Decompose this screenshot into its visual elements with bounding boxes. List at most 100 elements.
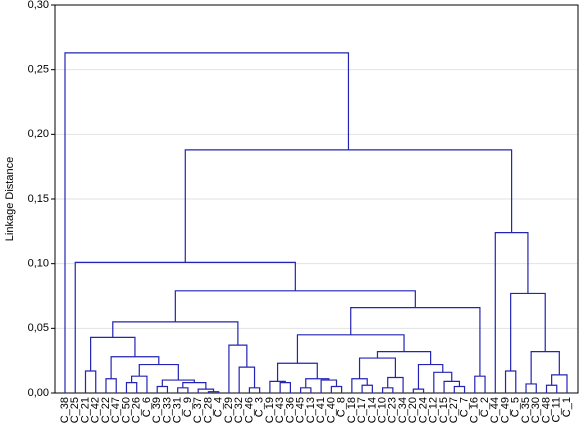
leaf-label: C_2 [479, 397, 491, 417]
leaf-label: C_23 [387, 397, 399, 423]
link [381, 387, 394, 393]
link [551, 374, 568, 393]
leaf-label: C_42 [90, 397, 102, 423]
link [174, 290, 416, 322]
leaf-label: C_27 [448, 397, 460, 423]
link [130, 375, 148, 393]
leaf-label: C_37 [192, 397, 204, 423]
leaf-label: C_28 [202, 397, 214, 423]
leaf-label: C_46 [243, 397, 255, 423]
link [433, 371, 453, 393]
y-tick-label: 0,30 [28, 0, 49, 11]
y-tick-label: 0,10 [28, 258, 49, 270]
link [351, 378, 368, 393]
link [110, 356, 160, 379]
leaf-label: C_11 [551, 397, 563, 422]
leaf-label: C_22 [100, 397, 112, 423]
leaf-label: C_18 [346, 397, 358, 423]
link [453, 385, 466, 393]
link [112, 321, 239, 346]
leaf-label: C_9 [182, 397, 194, 417]
link [361, 384, 373, 393]
plot-frame [54, 4, 579, 394]
link [504, 370, 517, 393]
link [238, 366, 256, 393]
leaf-label: C_31 [172, 397, 184, 423]
y-tick-label: 0,25 [28, 64, 49, 76]
leaf-label: C_1 [561, 397, 573, 417]
leaf-label: C_24 [417, 397, 429, 423]
leaf-label: C_50 [120, 397, 132, 423]
leaf-label: C_14 [366, 397, 378, 423]
y-tick-label: 0,00 [28, 387, 49, 399]
leaf-label: C_34 [397, 397, 409, 423]
link [197, 388, 215, 393]
leaf-label: C_20 [407, 397, 419, 423]
link [494, 232, 529, 393]
link [320, 379, 338, 393]
leaf-label: C_49 [499, 397, 511, 423]
link [138, 363, 179, 381]
leaf-label: C_12 [428, 397, 440, 423]
leaf-label: C_3 [254, 397, 266, 417]
link [530, 351, 560, 384]
link [84, 370, 97, 393]
leaf-label: C_19 [264, 397, 276, 423]
leaf-label: C_29 [223, 397, 235, 423]
link [64, 52, 350, 393]
leaf-label: C_5 [510, 397, 522, 417]
leaf-label: C_25 [69, 397, 81, 423]
link [300, 387, 312, 393]
leaf-label: C_36 [284, 397, 296, 423]
leaf-label: C_26 [131, 397, 143, 423]
y-tick-label: 0,20 [28, 128, 49, 140]
leaf-label: C_33 [161, 397, 173, 423]
link [207, 391, 220, 393]
link [177, 387, 189, 393]
leaf-label: C_13 [305, 397, 317, 423]
link [474, 375, 486, 393]
leaf-label: C_43 [274, 397, 286, 423]
leaf-label: C_41 [315, 397, 327, 423]
leaf-label: C_30 [530, 397, 542, 423]
link [279, 382, 291, 393]
link [90, 336, 136, 372]
leaf-label: C_21 [79, 397, 91, 423]
leaf-label: C_17 [356, 397, 368, 423]
leaf-label: C_47 [110, 397, 122, 423]
leaf-label: C_45 [295, 397, 307, 423]
leaf-label: C_35 [520, 397, 532, 423]
link [525, 383, 537, 393]
leaf-label: C_39 [151, 397, 163, 423]
y-tick-label: 0,05 [28, 322, 49, 334]
link [358, 357, 396, 379]
link [228, 344, 248, 393]
link [510, 292, 546, 372]
leaf-label: C_40 [325, 397, 337, 423]
link [545, 384, 558, 393]
link [296, 334, 405, 364]
leaf-label: C_8 [336, 397, 348, 417]
link [156, 385, 169, 393]
leaf-label: C_48 [540, 397, 552, 423]
link [417, 363, 444, 390]
y-axis-label: Linkage Distance [4, 157, 16, 241]
link [248, 387, 261, 393]
link [161, 379, 195, 387]
link [74, 261, 296, 393]
link [105, 378, 117, 393]
y-tick-label: 0,15 [28, 193, 49, 205]
link [125, 382, 138, 393]
leaf-label: C_44 [489, 397, 501, 423]
leaf-label: C_16 [469, 397, 481, 423]
link [330, 385, 343, 393]
link [412, 388, 425, 393]
leaf-label: C_10 [376, 397, 388, 423]
leaf-label: C_4 [213, 397, 225, 417]
leaf-label: C_15 [438, 397, 450, 423]
leaf-label: C_7 [458, 397, 470, 417]
leaf-label: C_6 [141, 397, 153, 417]
leaf-label: C_38 [59, 397, 71, 423]
